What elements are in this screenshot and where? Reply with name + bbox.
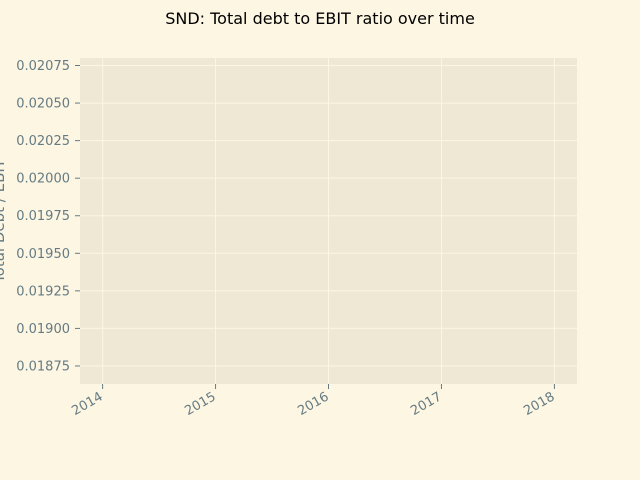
y-axis: 0.01875 0.01900 0.01925 0.01950 0.01975 0.020… <box>16 59 80 374</box>
y-tick-label: 0.01975 <box>16 209 70 224</box>
y-tick-label: 0.02025 <box>16 134 70 149</box>
y-tick-label: 0.01900 <box>16 322 70 337</box>
y-tick-label: 0.02000 <box>16 172 70 187</box>
y-tick-label: 0.02075 <box>16 59 70 74</box>
y-tick-label: 0.01950 <box>16 247 70 262</box>
y-tick-label: 0.01925 <box>16 284 70 299</box>
y-axis-label: Total Debt / EBIT <box>0 158 8 284</box>
chart-title: SND: Total debt to EBIT ratio over time <box>165 9 475 28</box>
y-gridlines <box>80 65 577 367</box>
x-gridlines <box>102 58 555 384</box>
y-tick-label: 0.02050 <box>16 97 70 112</box>
y-tick-label: 0.01875 <box>16 359 70 374</box>
